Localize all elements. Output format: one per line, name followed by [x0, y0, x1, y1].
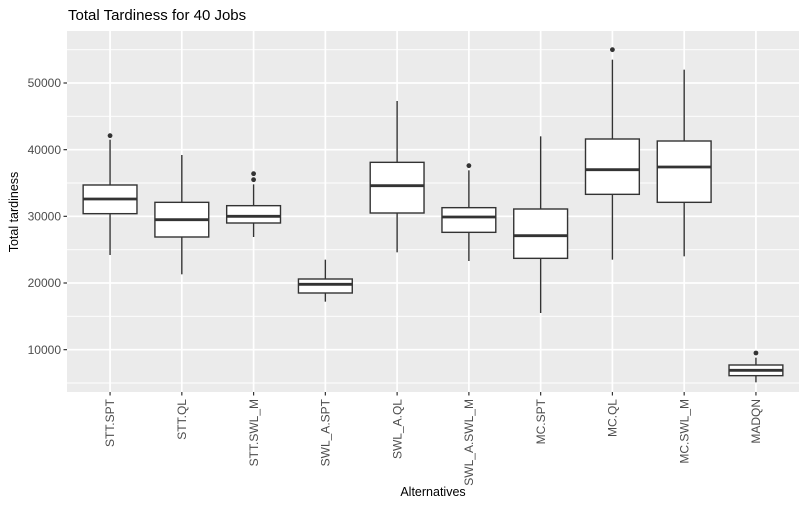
- x-axis-title: Alternatives: [400, 485, 466, 499]
- outlier-point: [251, 177, 256, 183]
- y-axis-title: Total tardiness: [7, 171, 21, 253]
- y-tick-label: 30000: [28, 210, 62, 224]
- y-tick-label: 50000: [28, 76, 62, 90]
- box: [297, 278, 353, 294]
- outlier-point: [753, 350, 759, 356]
- box: [656, 140, 712, 204]
- box: [513, 208, 569, 260]
- x-tick-label: STT.SWL_M: [247, 399, 261, 466]
- y-tick-label: 20000: [28, 276, 62, 290]
- box: [441, 206, 497, 234]
- x-tick-label: SWL_A.QL: [390, 399, 404, 459]
- outlier-point: [466, 163, 472, 169]
- outlier-point: [107, 133, 113, 139]
- x-tick-label: STT.QL: [175, 399, 189, 440]
- box: [225, 204, 282, 224]
- y-tick-label: 40000: [28, 143, 62, 157]
- y-tick-label: 10000: [28, 343, 62, 357]
- outlier-point: [251, 171, 256, 177]
- x-tick-label: SWL_A.SPT: [319, 398, 333, 466]
- x-tick-label: SWL_A.SWL_M: [462, 399, 476, 486]
- x-tick-label: MC.SWL_M: [677, 399, 691, 464]
- outlier-point: [610, 47, 615, 53]
- x-tick-label: MC.SPT: [534, 398, 548, 444]
- x-tick-label: MC.QL: [606, 399, 620, 437]
- chart-title: Total Tardiness for 40 Jobs: [68, 7, 247, 24]
- box: [584, 138, 641, 196]
- x-tick-label: STT.SPT: [103, 398, 117, 447]
- box: [369, 161, 425, 214]
- x-tick-label: MADQN: [749, 399, 763, 444]
